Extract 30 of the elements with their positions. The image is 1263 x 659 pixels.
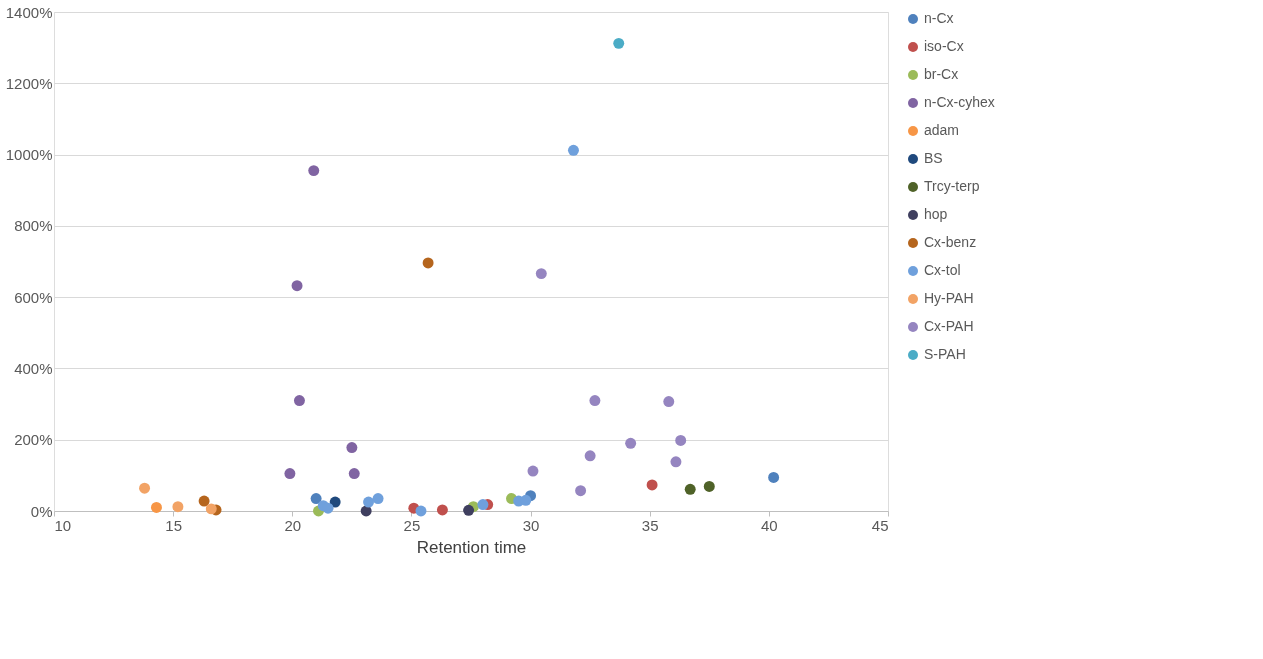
y-tick-label: 200% <box>14 431 53 449</box>
legend-label: n-Cx <box>924 10 954 26</box>
legend-label: n-Cx-cyhex <box>924 94 995 110</box>
legend-label: S-PAH <box>924 346 966 362</box>
y-tick-label: 400% <box>14 359 53 377</box>
y-tick-label: 1400% <box>5 3 53 21</box>
x-tick-label: 45 <box>871 516 889 534</box>
y-tick-label: 800% <box>14 217 53 235</box>
x-tick-label: 25 <box>403 516 421 534</box>
legend-label: hop <box>924 206 948 222</box>
legend-label: iso-Cx <box>924 38 964 54</box>
legend-label: br-Cx <box>924 66 959 82</box>
x-tick-label: 15 <box>165 516 182 534</box>
legend-label: adam <box>924 122 960 138</box>
x-tick-label: 30 <box>522 516 540 534</box>
legend-label: Cx-benz <box>924 234 977 250</box>
y-tick-label: 1000% <box>5 146 53 164</box>
legend-label: Hy-PAH <box>924 290 974 306</box>
y-tick-label: 0% <box>30 502 53 520</box>
x-tick-label: 35 <box>641 516 659 534</box>
y-tick-label: 600% <box>14 288 53 306</box>
x-tick-label: 40 <box>761 516 778 534</box>
y-tick-label: 1200% <box>5 74 53 92</box>
legend-label: Cx-tol <box>924 262 961 278</box>
x-tick-label: 20 <box>284 516 302 534</box>
legend-label: BS <box>924 150 943 166</box>
x-tick-label: 10 <box>54 516 72 534</box>
x-axis-title: Retention time <box>416 537 527 557</box>
legend-label: Cx-PAH <box>924 318 974 334</box>
legend-label: Trcy-terp <box>924 178 980 194</box>
